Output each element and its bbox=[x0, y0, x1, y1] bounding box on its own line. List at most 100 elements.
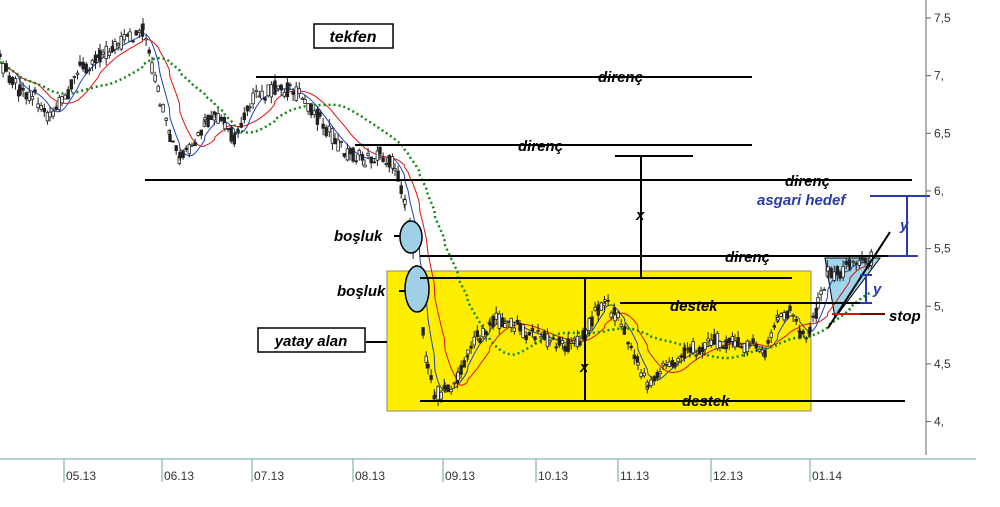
candle-body bbox=[636, 362, 640, 366]
candle-body bbox=[213, 112, 217, 115]
candle-body bbox=[456, 371, 460, 381]
candle-body bbox=[623, 326, 627, 329]
candle-body bbox=[742, 343, 746, 353]
candle-body bbox=[321, 123, 325, 129]
x-tick-label: 09.13 bbox=[445, 469, 475, 483]
candle-body bbox=[554, 346, 558, 349]
candle-body bbox=[164, 117, 168, 121]
candle-body bbox=[81, 61, 85, 70]
x-tick-label: 12.13 bbox=[713, 469, 743, 483]
candle-body bbox=[122, 34, 126, 41]
candle-body bbox=[93, 54, 98, 64]
candle-body bbox=[242, 112, 246, 121]
x-tick-label: 08.13 bbox=[355, 469, 385, 483]
candle-body bbox=[303, 98, 307, 104]
candle-body bbox=[587, 318, 591, 331]
candle-body bbox=[814, 308, 818, 319]
candle-body bbox=[533, 336, 537, 341]
candle-body bbox=[190, 144, 194, 147]
x-tick-label: 11.13 bbox=[620, 469, 649, 483]
candle-body bbox=[168, 134, 172, 142]
label-gap-lower: boşluk bbox=[337, 283, 386, 300]
candle-body bbox=[48, 111, 52, 118]
candle-body bbox=[703, 342, 707, 350]
candle-body bbox=[336, 139, 340, 152]
candle-body bbox=[42, 107, 46, 113]
candle-body bbox=[187, 144, 191, 155]
candle-body bbox=[443, 385, 447, 390]
candle-body bbox=[161, 104, 165, 113]
candle-body bbox=[527, 332, 531, 336]
candle-body bbox=[348, 148, 352, 155]
candle-body bbox=[393, 168, 397, 171]
candle-body bbox=[578, 341, 582, 346]
candle-body bbox=[679, 355, 683, 358]
candle-body bbox=[629, 345, 633, 349]
candle-body bbox=[763, 350, 767, 358]
candle-body bbox=[724, 339, 728, 350]
candle-body bbox=[30, 96, 35, 100]
candle-body bbox=[403, 199, 407, 205]
candle-body bbox=[503, 323, 507, 328]
candle-body bbox=[626, 341, 630, 345]
candle-body bbox=[727, 337, 731, 344]
candle-body bbox=[536, 330, 540, 332]
candle-body bbox=[697, 347, 701, 355]
candle-body bbox=[572, 337, 576, 341]
candle-body bbox=[60, 96, 64, 104]
candle-body bbox=[357, 149, 361, 156]
candle-body bbox=[87, 69, 91, 72]
target-bracket-lower bbox=[860, 274, 872, 304]
candle-body bbox=[282, 92, 286, 97]
candle-body bbox=[171, 140, 175, 143]
candle-body bbox=[848, 267, 852, 270]
candle-body bbox=[199, 129, 203, 136]
candle-body bbox=[291, 91, 295, 95]
candle-body bbox=[116, 43, 120, 46]
candle-body bbox=[794, 319, 798, 322]
label-gap-upper: boşluk bbox=[334, 228, 383, 245]
ma-long-line bbox=[0, 56, 872, 360]
candle-body bbox=[459, 365, 463, 375]
candle-body bbox=[596, 304, 600, 316]
candle-body bbox=[21, 87, 25, 91]
candle-body bbox=[269, 84, 273, 98]
candle-body bbox=[288, 84, 292, 87]
candle-body bbox=[193, 141, 197, 146]
candle-body bbox=[652, 376, 656, 382]
candle-body bbox=[226, 128, 230, 130]
candle-body bbox=[212, 111, 216, 121]
candle-body bbox=[804, 337, 808, 340]
candle-body bbox=[606, 299, 610, 302]
candle-body bbox=[524, 335, 528, 341]
candle-body bbox=[835, 265, 839, 276]
candle-body bbox=[330, 128, 335, 144]
gap-ellipse-upper bbox=[399, 220, 423, 254]
candle-body bbox=[206, 114, 210, 127]
candle-body bbox=[276, 85, 280, 89]
x-tick-label: 06.13 bbox=[164, 469, 194, 483]
candle-body bbox=[791, 314, 795, 317]
candle-body bbox=[664, 364, 668, 367]
candle-body bbox=[569, 341, 573, 344]
candle-body bbox=[294, 86, 298, 101]
candle-body bbox=[75, 72, 80, 75]
candle-body bbox=[113, 41, 117, 50]
candle-body bbox=[779, 313, 783, 317]
target-bracket-upper bbox=[870, 195, 930, 257]
candle-body bbox=[622, 328, 626, 335]
candle-body bbox=[642, 372, 646, 377]
x-tick-label: 01.14 bbox=[812, 469, 842, 483]
candle-body bbox=[688, 347, 692, 353]
candle-body bbox=[306, 103, 310, 112]
candle-body bbox=[646, 385, 650, 388]
label-support-1: destek bbox=[670, 298, 718, 315]
candle-body bbox=[196, 132, 200, 136]
candle-body bbox=[691, 341, 695, 354]
candle-body bbox=[345, 148, 350, 161]
candle-body bbox=[487, 321, 491, 324]
candle-body bbox=[798, 330, 802, 339]
candle-body bbox=[387, 155, 391, 168]
candle-body bbox=[782, 312, 786, 321]
